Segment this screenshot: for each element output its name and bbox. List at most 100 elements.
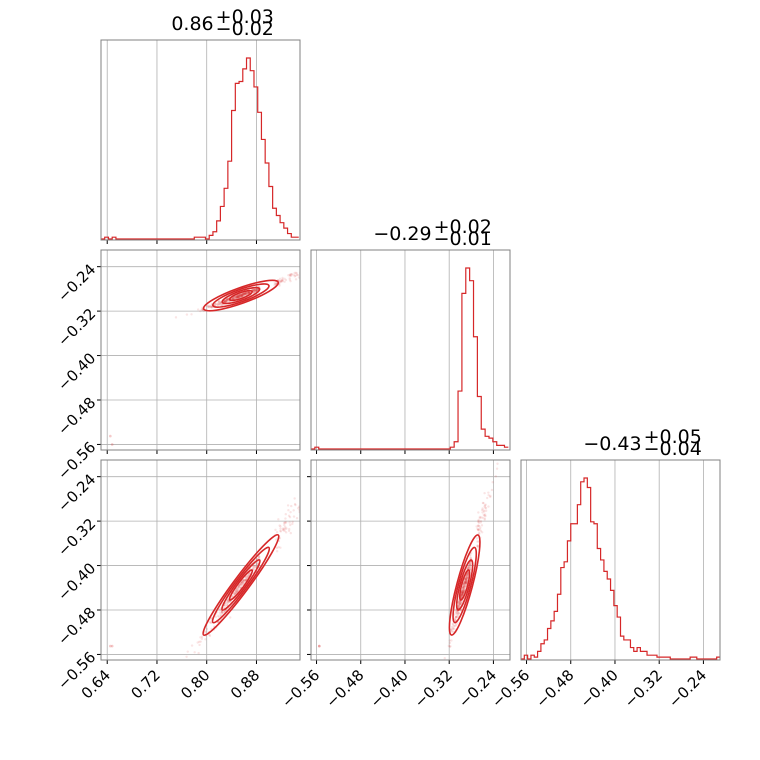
scatter-point xyxy=(239,294,242,297)
y-tick-label: −0.40 xyxy=(54,559,99,604)
scatter-point xyxy=(224,300,228,303)
scatter-point xyxy=(234,295,238,298)
scatter-point xyxy=(289,279,292,283)
x-tick-label: −0.40 xyxy=(367,666,412,711)
scatter-point xyxy=(469,556,473,560)
scatter-point xyxy=(464,582,467,585)
scatter-point xyxy=(239,582,242,586)
scatter-point xyxy=(273,283,276,287)
scatter-point xyxy=(284,525,287,529)
scatter-point xyxy=(461,590,464,594)
scatter-point xyxy=(455,611,458,614)
scatter-point xyxy=(460,591,463,594)
contour-line xyxy=(202,279,280,312)
scatter-point xyxy=(483,514,486,517)
scatter-point xyxy=(465,574,468,577)
scatter-point xyxy=(484,507,488,510)
scatter-point xyxy=(469,564,473,568)
scatter-point xyxy=(458,602,462,606)
scatter-point xyxy=(282,527,286,531)
scatter-point xyxy=(461,590,465,593)
scatter-point xyxy=(290,273,293,276)
panel-title-minus: −0.02 xyxy=(216,18,274,40)
scatter-point xyxy=(465,575,469,578)
scatter-panel-1-2 xyxy=(307,459,511,664)
scatter-point xyxy=(214,615,218,619)
scatter-point xyxy=(321,470,323,472)
scatter-point xyxy=(243,292,246,295)
scatter-point xyxy=(216,614,220,617)
scatter-point xyxy=(254,288,257,291)
scatter-point xyxy=(459,601,463,604)
scatter-point xyxy=(186,650,189,653)
scatter-point xyxy=(273,281,276,285)
scatter-point xyxy=(241,294,244,298)
scatter-point xyxy=(252,288,256,292)
scatter-point xyxy=(224,298,228,302)
scatter-point xyxy=(220,610,224,613)
scatter-point xyxy=(281,276,284,280)
scatter-point xyxy=(196,641,199,644)
scatter-point xyxy=(453,618,457,621)
scatter-point xyxy=(198,640,201,644)
scatter-point xyxy=(464,577,467,581)
scatter-point xyxy=(489,494,492,498)
scatter-point xyxy=(219,607,222,610)
scatter-point xyxy=(238,584,241,587)
scatter-point xyxy=(484,503,487,506)
histogram-0-frame xyxy=(100,39,301,241)
scatter-point xyxy=(469,556,472,560)
scatter-point xyxy=(457,612,460,615)
scatter-point xyxy=(477,528,480,532)
scatter-point xyxy=(462,590,465,594)
scatter-point xyxy=(226,300,229,304)
scatter-point xyxy=(241,583,244,586)
scatter-point xyxy=(233,297,236,300)
scatter-point xyxy=(224,609,227,613)
scatter-point xyxy=(460,595,463,599)
scatter-point xyxy=(458,600,462,603)
scatter-point xyxy=(486,496,489,500)
scatter-point xyxy=(284,531,288,534)
scatter-point xyxy=(483,518,486,521)
histogram-step-line xyxy=(101,57,299,240)
panel-title-0: 0.86 xyxy=(171,13,213,35)
scatter-point xyxy=(223,604,227,608)
scatter-point xyxy=(313,480,315,482)
scatter-point xyxy=(247,291,250,295)
scatter-point xyxy=(454,616,457,619)
scatter-point xyxy=(460,592,464,595)
scatter-point xyxy=(237,295,241,299)
scatter-point xyxy=(455,615,458,619)
scatter-point xyxy=(234,296,237,300)
scatter-point xyxy=(238,293,242,297)
scatter-point xyxy=(496,462,499,465)
scatter-point xyxy=(243,293,246,296)
scatter-point xyxy=(293,497,296,500)
scatter-point xyxy=(287,514,291,517)
scatter-point xyxy=(481,516,484,519)
scatter-point xyxy=(284,517,287,520)
scatter-point xyxy=(462,590,465,594)
scatter-point xyxy=(450,627,453,631)
scatter-point xyxy=(454,616,458,619)
scatter-point xyxy=(218,611,221,614)
scatter-point xyxy=(302,273,304,275)
scatter-point xyxy=(109,644,112,648)
scatter-point xyxy=(464,584,467,588)
scatter-point xyxy=(190,313,193,316)
scatter-point xyxy=(210,305,213,309)
scatter-point xyxy=(465,572,469,576)
scatter-point xyxy=(462,589,465,592)
scatter-point xyxy=(462,584,466,588)
scatter-point xyxy=(460,600,463,603)
scatter-point xyxy=(219,613,222,616)
scatter-point xyxy=(448,639,451,642)
scatter-point xyxy=(241,292,244,296)
panel-title-2: −0.43 xyxy=(583,433,641,455)
scatter-point xyxy=(462,585,465,589)
scatter-point xyxy=(478,531,481,534)
scatter-point xyxy=(451,623,455,626)
scatter-point xyxy=(241,293,245,297)
scatter-point xyxy=(476,544,479,547)
